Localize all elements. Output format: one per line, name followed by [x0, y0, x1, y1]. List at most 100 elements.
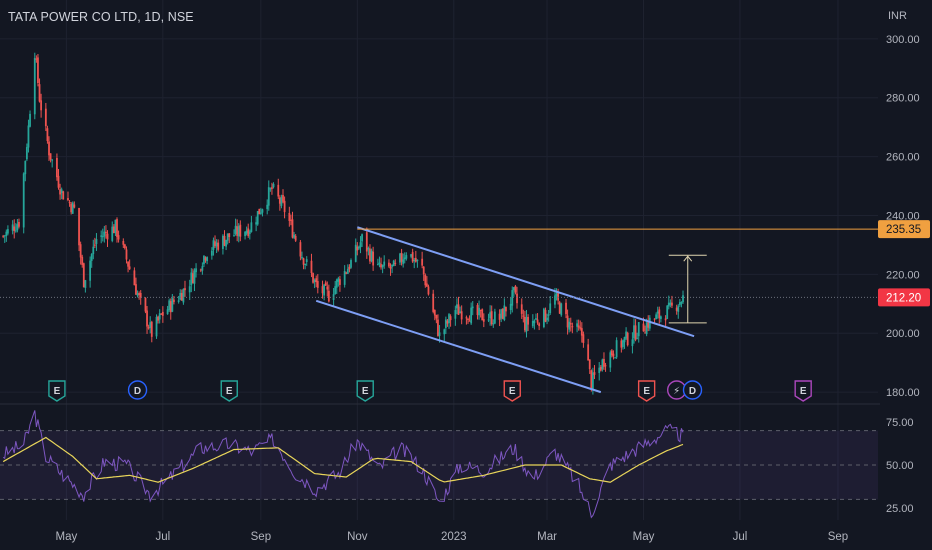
candle-body[interactable]: [580, 328, 583, 336]
candle-body[interactable]: [18, 221, 20, 227]
candle-body[interactable]: [490, 311, 493, 325]
candle-body[interactable]: [471, 306, 474, 309]
candle-body[interactable]: [422, 266, 425, 275]
candle-body[interactable]: [503, 305, 506, 320]
candle-body[interactable]: [411, 252, 414, 262]
candle-body[interactable]: [103, 231, 106, 237]
candle-body[interactable]: [24, 160, 27, 175]
candle-body[interactable]: [138, 293, 141, 295]
channel-upper-line[interactable]: [357, 226, 695, 338]
candle-body[interactable]: [299, 242, 302, 257]
price-axis[interactable]: 300.00 280.00 260.00 240.00 220.00 200.00 180.…: [880, 0, 932, 550]
candle-body[interactable]: [682, 295, 684, 303]
candle-body[interactable]: [13, 226, 16, 232]
candle-body[interactable]: [59, 189, 61, 195]
candle-body[interactable]: [437, 319, 439, 336]
candle-body[interactable]: [288, 212, 291, 221]
candle-body[interactable]: [669, 302, 672, 305]
candle-body[interactable]: [305, 259, 308, 263]
candle-body[interactable]: [339, 279, 341, 285]
candle-body[interactable]: [392, 260, 395, 267]
candle-body[interactable]: [212, 240, 215, 250]
candle-body[interactable]: [105, 231, 107, 234]
candle-body[interactable]: [29, 113, 31, 127]
candle-body[interactable]: [234, 225, 237, 234]
candle-body[interactable]: [56, 157, 58, 178]
candle-body[interactable]: [116, 219, 118, 237]
candle-body[interactable]: [203, 255, 205, 265]
candle-body[interactable]: [82, 263, 85, 288]
candle-body[interactable]: [215, 242, 218, 247]
candle-body[interactable]: [456, 304, 458, 309]
candle-body[interactable]: [511, 290, 514, 306]
candle-body[interactable]: [487, 319, 490, 321]
candle-body[interactable]: [245, 230, 248, 234]
candle-body[interactable]: [51, 159, 54, 161]
candle-body[interactable]: [14, 230, 17, 232]
candle-body[interactable]: [239, 224, 242, 237]
candle-body[interactable]: [334, 286, 337, 295]
candle-body[interactable]: [350, 260, 352, 268]
candle-body[interactable]: [590, 370, 593, 390]
candle-body[interactable]: [323, 284, 326, 296]
candle-body[interactable]: [38, 84, 41, 102]
candle-body[interactable]: [489, 312, 492, 319]
candle-body[interactable]: [501, 308, 504, 319]
candle-body[interactable]: [476, 305, 479, 315]
candle-body[interactable]: [579, 327, 582, 329]
candle-body[interactable]: [304, 264, 307, 266]
candle-body[interactable]: [44, 108, 47, 127]
candle-body[interactable]: [414, 257, 417, 262]
candle-body[interactable]: [49, 153, 52, 160]
event-earnings-icon[interactable]: E: [220, 380, 238, 402]
candle-body[interactable]: [438, 332, 441, 336]
candle-body[interactable]: [210, 250, 213, 256]
candle-body[interactable]: [150, 321, 153, 337]
candle-body[interactable]: [277, 184, 280, 197]
candle-body[interactable]: [405, 255, 408, 259]
candle-body[interactable]: [345, 272, 348, 274]
candle-body[interactable]: [653, 318, 656, 320]
candle-body[interactable]: [637, 322, 640, 337]
candle-body[interactable]: [609, 352, 612, 368]
candle-body[interactable]: [177, 300, 180, 302]
candle-body[interactable]: [354, 244, 357, 262]
candle-body[interactable]: [182, 288, 185, 303]
candle-body[interactable]: [81, 256, 84, 265]
candle-body[interactable]: [60, 189, 63, 193]
candle-body[interactable]: [505, 306, 507, 312]
candle-body[interactable]: [133, 270, 136, 286]
candle-body[interactable]: [378, 262, 381, 265]
candle-body[interactable]: [612, 353, 615, 357]
candle-body[interactable]: [161, 311, 164, 316]
candle-body[interactable]: [400, 253, 403, 262]
candle-body[interactable]: [582, 334, 585, 343]
candle-body[interactable]: [106, 233, 109, 240]
candle-body[interactable]: [114, 219, 117, 234]
candle-body[interactable]: [656, 311, 659, 314]
event-earnings-icon[interactable]: E: [48, 380, 66, 402]
candle-body[interactable]: [193, 270, 196, 284]
candle-body[interactable]: [71, 202, 74, 214]
candle-body[interactable]: [25, 147, 28, 160]
candle-body[interactable]: [258, 208, 261, 215]
candle-body[interactable]: [357, 246, 360, 249]
candle-body[interactable]: [191, 273, 194, 284]
candle-body[interactable]: [449, 316, 452, 321]
candle-body[interactable]: [620, 340, 623, 348]
candle-body[interactable]: [509, 303, 512, 311]
candle-body[interactable]: [112, 226, 115, 234]
candle-body[interactable]: [269, 188, 272, 190]
candle-body[interactable]: [267, 187, 270, 206]
candle-body[interactable]: [261, 209, 264, 213]
candle-body[interactable]: [248, 231, 251, 234]
candle-body[interactable]: [166, 309, 169, 315]
candle-body[interactable]: [11, 224, 14, 231]
candle-body[interactable]: [492, 323, 495, 325]
candle-body[interactable]: [675, 307, 678, 311]
candle-body[interactable]: [524, 316, 526, 331]
candle-body[interactable]: [443, 329, 446, 335]
candle-body[interactable]: [394, 262, 397, 264]
candle-body[interactable]: [481, 309, 484, 321]
candle-body[interactable]: [460, 311, 463, 320]
